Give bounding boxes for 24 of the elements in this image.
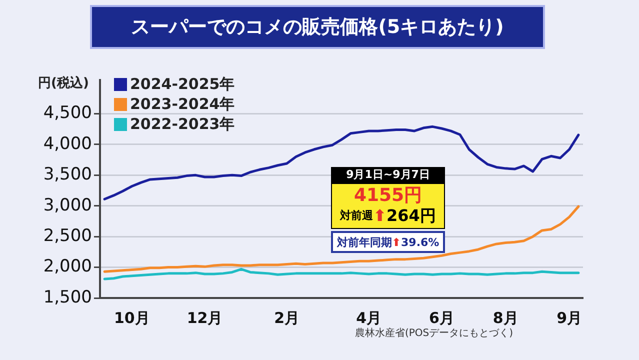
x-tick-label: 2月 [274, 308, 300, 327]
x-tick-label: 8月 [492, 308, 518, 327]
text: 農林水産省(POSデータにもとづく) [355, 326, 514, 340]
x-tick-label: 6月 [429, 308, 454, 327]
y-tick-label: 2,000 [43, 256, 92, 277]
legend-label: 2023-2024年 [130, 94, 235, 114]
legend-label: 2024-2025年 [130, 74, 235, 94]
annotation: 9月1日~9月7日 [331, 167, 445, 183]
annotation: 4155円 [352, 185, 424, 206]
y-tick-label: 4,500 [43, 103, 92, 124]
x-tick-label: 4月 [356, 308, 382, 327]
y-tick-label: 2,500 [43, 226, 92, 246]
y-tick-label: 4,000 [43, 134, 92, 154]
y-tick-label: 3,000 [43, 195, 92, 216]
legend-label: 2022-2023年 [130, 114, 235, 134]
y-tick-label: 3,500 [43, 164, 92, 185]
x-tick-label: 10月 [114, 308, 150, 327]
y-axis-title: 円(税込) [38, 74, 89, 92]
y-tick-label: 1,500 [43, 287, 92, 308]
annotation: 対前年同期⬆39.6% [336, 236, 440, 248]
x-tick-label: 12月 [186, 308, 223, 327]
annotation: 対前週⬆264円 [340, 206, 436, 226]
x-tick-label: 9月 [556, 308, 582, 327]
chart-title: スーパーでのコメの販売価格(5キロあたり) [90, 5, 545, 49]
